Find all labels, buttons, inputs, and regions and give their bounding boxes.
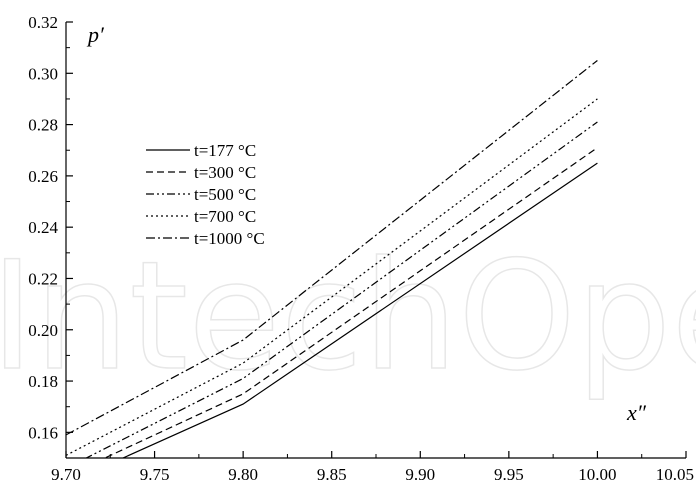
axes: 9.70 9.75 9.80 9.85 9.90 9.95 10.00 10.05 0.16 0.… bbox=[28, 13, 694, 484]
series-line-4 bbox=[66, 60, 598, 436]
y-tick-label: 0.32 bbox=[28, 13, 58, 32]
legend-label-0: t=177 °C bbox=[194, 141, 256, 160]
x-tick-label: 9.70 bbox=[51, 465, 81, 484]
y-tick-label: 0.24 bbox=[28, 218, 58, 237]
x-axis-title: x″ bbox=[626, 400, 647, 425]
x-tick-label: 9.85 bbox=[317, 465, 347, 484]
watermark: IntechOpen bbox=[0, 229, 696, 405]
y-tick-label: 0.16 bbox=[28, 423, 58, 442]
y-axis-title: p′ bbox=[86, 22, 105, 47]
series-line-0 bbox=[121, 162, 598, 458]
y-tick-label: 0.30 bbox=[28, 64, 58, 83]
y-tick-label: 0.18 bbox=[28, 372, 58, 391]
y-tick-label: 0.28 bbox=[28, 116, 58, 135]
x-tick-label: 10.05 bbox=[656, 465, 694, 484]
y-tick-label: 0.20 bbox=[28, 321, 58, 340]
legend-label-2: t=500 °C bbox=[194, 185, 256, 204]
x-tick-label: 9.95 bbox=[494, 465, 524, 484]
plot-area bbox=[66, 60, 598, 458]
legend: t=177 °C t=300 °C t=500 °C t=700 °C t=1000 °… bbox=[146, 141, 265, 248]
y-tick-label: 0.22 bbox=[28, 269, 58, 288]
x-tick-label: 10.00 bbox=[578, 465, 616, 484]
series-line-2 bbox=[84, 121, 598, 458]
x-tick-label: 9.75 bbox=[140, 465, 170, 484]
watermark-text: IntechOpen bbox=[0, 230, 696, 404]
y-tick-label: 0.26 bbox=[28, 167, 58, 186]
x-tick-label: 9.90 bbox=[405, 465, 435, 484]
legend-label-1: t=300 °C bbox=[194, 163, 256, 182]
series-line-3 bbox=[66, 98, 598, 456]
legend-label-4: t=1000 °C bbox=[194, 229, 265, 248]
legend-label-3: t=700 °C bbox=[194, 207, 256, 226]
x-tick-label: 9.80 bbox=[228, 465, 258, 484]
